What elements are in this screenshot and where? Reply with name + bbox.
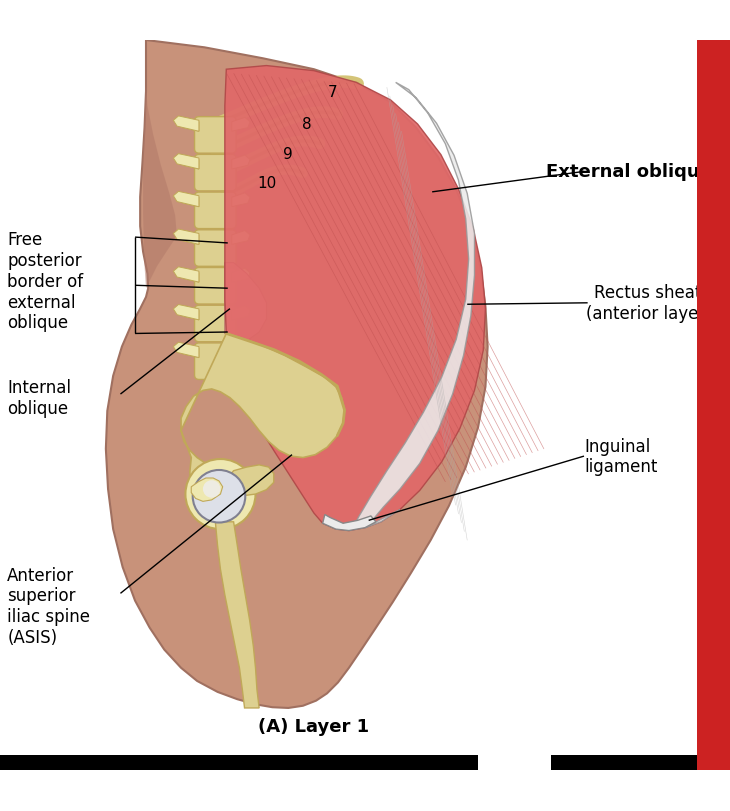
Polygon shape — [181, 269, 199, 283]
Text: Internal
oblique: Internal oblique — [7, 379, 72, 418]
Polygon shape — [173, 268, 199, 283]
Polygon shape — [173, 343, 199, 358]
FancyBboxPatch shape — [194, 193, 236, 230]
Polygon shape — [173, 192, 199, 208]
Polygon shape — [323, 515, 376, 531]
Polygon shape — [181, 118, 199, 132]
Circle shape — [185, 460, 256, 530]
Polygon shape — [232, 156, 250, 169]
Polygon shape — [173, 117, 199, 132]
Bar — [697, 41, 730, 770]
Bar — [0, 756, 478, 770]
Polygon shape — [232, 269, 250, 283]
Polygon shape — [232, 231, 250, 245]
Polygon shape — [106, 41, 488, 708]
Text: 7: 7 — [327, 84, 337, 100]
Polygon shape — [181, 344, 199, 358]
Text: 9: 9 — [283, 147, 293, 161]
Polygon shape — [225, 67, 485, 531]
FancyBboxPatch shape — [194, 155, 236, 191]
Polygon shape — [228, 466, 274, 496]
Polygon shape — [181, 194, 199, 208]
Polygon shape — [191, 478, 223, 502]
Polygon shape — [143, 84, 177, 289]
Polygon shape — [215, 522, 259, 708]
Text: Rectus sheath
(anterior layer): Rectus sheath (anterior layer) — [586, 284, 712, 323]
Polygon shape — [181, 307, 199, 320]
Text: 8: 8 — [301, 118, 312, 132]
Polygon shape — [181, 231, 199, 245]
Polygon shape — [181, 334, 345, 510]
Text: 10: 10 — [257, 176, 276, 191]
Polygon shape — [232, 344, 250, 358]
Polygon shape — [173, 305, 199, 320]
FancyBboxPatch shape — [194, 118, 236, 154]
FancyBboxPatch shape — [194, 344, 236, 380]
Polygon shape — [173, 230, 199, 245]
Polygon shape — [232, 118, 250, 132]
Text: Inguinal
ligament: Inguinal ligament — [584, 437, 658, 476]
Circle shape — [203, 481, 220, 498]
Circle shape — [193, 470, 245, 523]
Text: External oblique: External oblique — [546, 163, 712, 181]
Polygon shape — [225, 264, 266, 345]
FancyBboxPatch shape — [194, 268, 236, 305]
FancyBboxPatch shape — [194, 230, 236, 267]
Polygon shape — [173, 154, 199, 169]
FancyBboxPatch shape — [194, 306, 236, 342]
Text: (A) Layer 1: (A) Layer 1 — [258, 717, 369, 736]
Polygon shape — [232, 194, 250, 208]
Polygon shape — [181, 156, 199, 169]
Bar — [551, 756, 730, 770]
Polygon shape — [232, 307, 250, 320]
Polygon shape — [354, 84, 475, 528]
Text: Free
posterior
border of
external
oblique: Free posterior border of external obliqu… — [7, 231, 83, 332]
Text: Anterior
superior
iliac spine
(ASIS): Anterior superior iliac spine (ASIS) — [7, 566, 91, 646]
